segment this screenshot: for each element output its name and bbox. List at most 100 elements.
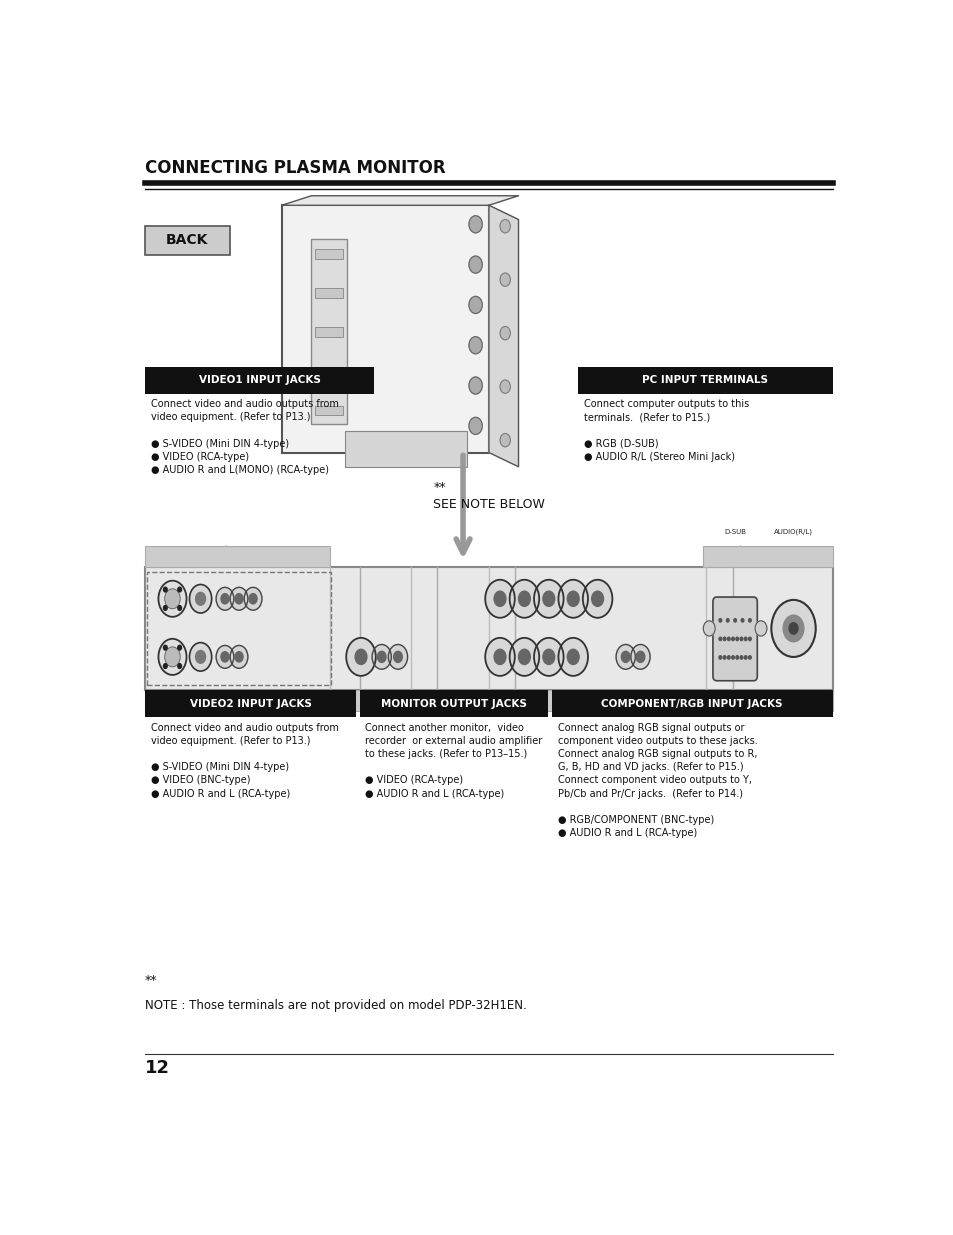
Circle shape xyxy=(158,580,187,616)
Circle shape xyxy=(567,592,578,606)
Circle shape xyxy=(499,273,510,287)
Text: Pb /Cb —: Pb /Cb — xyxy=(511,620,539,626)
Circle shape xyxy=(740,637,742,641)
Text: MONITOR OUT: MONITOR OUT xyxy=(395,697,459,705)
Text: R–AUDIO–L: R–AUDIO–L xyxy=(214,674,250,679)
Text: Connect another monitor,  video
recorder  or external audio amplifier
to these j: Connect another monitor, video recorder … xyxy=(365,722,542,799)
Circle shape xyxy=(469,337,482,353)
Circle shape xyxy=(518,592,530,606)
Text: Connect video and audio outputs from
video equipment. (Refer to P13.)

● S-VIDEO: Connect video and audio outputs from vid… xyxy=(151,722,338,799)
FancyBboxPatch shape xyxy=(145,690,334,711)
Circle shape xyxy=(485,579,515,618)
FancyBboxPatch shape xyxy=(145,690,355,716)
Circle shape xyxy=(558,579,587,618)
Circle shape xyxy=(534,637,563,676)
Text: 12: 12 xyxy=(145,1058,170,1077)
Circle shape xyxy=(469,216,482,233)
Circle shape xyxy=(509,579,538,618)
Text: VIDEO: VIDEO xyxy=(190,674,212,680)
Circle shape xyxy=(388,645,407,669)
Text: R: R xyxy=(546,566,551,572)
Text: Y: Y xyxy=(548,620,552,626)
Circle shape xyxy=(165,589,180,609)
Circle shape xyxy=(735,656,738,659)
Circle shape xyxy=(177,587,181,592)
FancyBboxPatch shape xyxy=(314,249,343,258)
Circle shape xyxy=(558,637,587,676)
Circle shape xyxy=(755,621,766,636)
Text: VIDEO2 IN: VIDEO2 IN xyxy=(203,697,250,705)
Text: R–AUDIO–L(MONO): R–AUDIO–L(MONO) xyxy=(209,616,269,621)
FancyBboxPatch shape xyxy=(311,238,347,424)
Circle shape xyxy=(727,637,729,641)
Text: B: B xyxy=(570,566,575,572)
FancyBboxPatch shape xyxy=(282,205,488,452)
Circle shape xyxy=(725,619,728,622)
FancyBboxPatch shape xyxy=(439,690,833,711)
Text: **: ** xyxy=(433,482,445,494)
Circle shape xyxy=(244,588,262,610)
Circle shape xyxy=(740,619,743,622)
Polygon shape xyxy=(488,205,518,467)
Circle shape xyxy=(719,619,720,622)
Text: VIDEO2 INPUT JACKS: VIDEO2 INPUT JACKS xyxy=(190,699,311,709)
Circle shape xyxy=(748,656,750,659)
Circle shape xyxy=(740,656,742,659)
FancyBboxPatch shape xyxy=(712,597,757,680)
Circle shape xyxy=(249,594,256,604)
FancyBboxPatch shape xyxy=(551,690,832,716)
FancyBboxPatch shape xyxy=(314,367,343,377)
Text: R–AUDIO–L: R–AUDIO–L xyxy=(616,674,650,679)
Circle shape xyxy=(499,220,510,233)
Text: Connect analog RGB signal outputs or
component video outputs to these jacks.
Con: Connect analog RGB signal outputs or com… xyxy=(558,722,757,839)
FancyBboxPatch shape xyxy=(314,288,343,298)
Circle shape xyxy=(234,594,243,604)
Text: CONNECTING PLASMA MONITOR: CONNECTING PLASMA MONITOR xyxy=(145,159,445,177)
Text: PC IN: PC IN xyxy=(727,552,752,561)
Circle shape xyxy=(567,650,578,664)
Text: PC INPUT TERMINALS: PC INPUT TERMINALS xyxy=(641,375,767,385)
Circle shape xyxy=(469,377,482,394)
Circle shape xyxy=(195,651,205,663)
Circle shape xyxy=(163,587,167,592)
Circle shape xyxy=(499,380,510,393)
Circle shape xyxy=(216,646,233,668)
Circle shape xyxy=(216,588,233,610)
Circle shape xyxy=(788,622,797,634)
Circle shape xyxy=(230,646,248,668)
Circle shape xyxy=(190,584,212,613)
Text: COMPONENT/RGB INPUT JACKS: COMPONENT/RGB INPUT JACKS xyxy=(600,699,782,709)
Circle shape xyxy=(234,652,243,662)
Circle shape xyxy=(534,579,563,618)
Text: SEE NOTE BELOW: SEE NOTE BELOW xyxy=(433,498,545,511)
Circle shape xyxy=(722,637,725,641)
Circle shape xyxy=(163,663,167,668)
Circle shape xyxy=(616,645,635,669)
Text: BACK: BACK xyxy=(166,233,209,247)
Text: Connect computer outputs to this
terminals.  (Refer to P15.)

● RGB (D-SUB)
● AU: Connect computer outputs to this termina… xyxy=(583,399,748,462)
Circle shape xyxy=(722,656,725,659)
Circle shape xyxy=(499,433,510,447)
Text: HD: HD xyxy=(518,566,529,572)
Circle shape xyxy=(469,256,482,273)
Text: Connect video and audio outputs from
video equipment. (Refer to P13.)

● S-VIDEO: Connect video and audio outputs from vid… xyxy=(151,399,338,475)
Circle shape xyxy=(230,588,248,610)
Circle shape xyxy=(748,637,750,641)
Circle shape xyxy=(582,579,612,618)
Circle shape xyxy=(748,619,750,622)
Circle shape xyxy=(195,593,205,605)
FancyBboxPatch shape xyxy=(145,546,330,567)
Text: NOTE : Those terminals are not provided on model PDP-32H1EN.: NOTE : Those terminals are not provided … xyxy=(145,999,526,1013)
FancyBboxPatch shape xyxy=(702,546,832,567)
Text: VIDEO1 INPUT JACKS: VIDEO1 INPUT JACKS xyxy=(198,375,320,385)
Circle shape xyxy=(394,651,402,662)
Circle shape xyxy=(177,663,181,668)
Circle shape xyxy=(620,651,629,662)
Circle shape xyxy=(158,638,187,676)
Circle shape xyxy=(733,619,736,622)
Circle shape xyxy=(743,656,746,659)
Circle shape xyxy=(163,605,167,610)
Text: VIDEO: VIDEO xyxy=(350,674,372,680)
Circle shape xyxy=(542,650,554,664)
Text: AUDIO(R/L): AUDIO(R/L) xyxy=(773,529,812,535)
